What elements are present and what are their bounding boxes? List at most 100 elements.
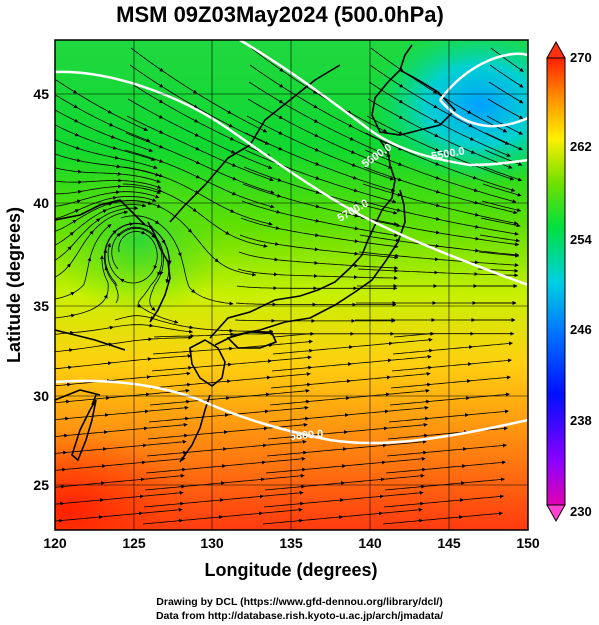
streamline <box>368 81 404 104</box>
streamline <box>478 203 518 215</box>
streamline <box>192 346 234 352</box>
streamline <box>439 178 479 193</box>
streamline <box>76 202 113 221</box>
streamline <box>386 439 427 446</box>
streamline <box>358 228 399 238</box>
streamline <box>485 132 523 151</box>
streamline <box>151 335 193 340</box>
streamline <box>317 262 359 268</box>
streamline <box>235 302 277 307</box>
streamline <box>89 224 112 258</box>
colorbar-tick-label: 246 <box>570 322 592 337</box>
streamline <box>121 173 161 184</box>
streamline <box>480 217 521 228</box>
china-coast <box>55 199 146 401</box>
streamline <box>236 179 275 194</box>
streamline <box>146 450 188 457</box>
streamline <box>72 342 113 351</box>
streamline <box>227 426 268 433</box>
streamline <box>385 467 427 474</box>
streamline <box>78 135 118 150</box>
streamline <box>282 86 318 109</box>
streamline <box>79 148 119 160</box>
streamline <box>191 232 219 263</box>
streamline <box>113 125 151 142</box>
streamline <box>55 246 72 261</box>
streamline <box>402 133 440 152</box>
streamline <box>186 447 228 453</box>
streamline <box>382 518 424 525</box>
streamline <box>153 333 195 338</box>
streamline <box>126 115 164 134</box>
streamline <box>128 81 164 104</box>
streamline <box>268 416 310 423</box>
streamline <box>148 416 190 423</box>
streamline <box>426 447 468 453</box>
streamline <box>248 81 284 104</box>
streamline <box>162 117 200 137</box>
streamline <box>55 382 72 387</box>
streamline <box>80 190 121 201</box>
streamline <box>239 234 280 246</box>
x-tick-label: 150 <box>516 535 540 551</box>
streamline <box>162 102 199 123</box>
streamline <box>391 365 433 372</box>
streamline <box>398 255 439 262</box>
streamline <box>74 257 92 293</box>
streamline <box>110 375 151 381</box>
streamline <box>162 161 201 179</box>
streamline <box>465 460 506 467</box>
colorbar-min-triangle <box>546 504 566 523</box>
streamline <box>383 490 424 497</box>
streamline <box>388 416 430 423</box>
streamline <box>366 115 403 135</box>
streamline <box>266 439 307 446</box>
streamline <box>150 371 191 378</box>
streamline <box>182 515 224 521</box>
streamline <box>137 275 159 308</box>
streamline <box>103 494 144 501</box>
streamline <box>351 113 388 133</box>
streamline <box>122 183 163 193</box>
streamline <box>319 206 359 218</box>
streamline <box>108 409 149 416</box>
streamline <box>471 358 512 365</box>
streamline <box>280 212 320 223</box>
streamline <box>124 149 164 163</box>
streamline <box>432 345 474 351</box>
streamline <box>364 149 403 166</box>
streamline <box>222 511 263 518</box>
streamline <box>119 191 160 199</box>
contour-5700 <box>55 70 528 287</box>
streamline <box>262 518 304 525</box>
streamline <box>155 236 164 276</box>
streamline <box>400 210 441 221</box>
streamline <box>193 327 234 333</box>
streamline <box>269 388 310 395</box>
streamline <box>93 210 129 232</box>
taiwan-coast <box>71 399 97 462</box>
streamline <box>55 291 75 300</box>
streamline <box>114 315 155 321</box>
streamline <box>319 221 359 231</box>
streamline <box>270 372 311 378</box>
streamline <box>116 222 154 231</box>
streamline <box>55 433 69 438</box>
streamline <box>145 456 186 463</box>
streamline <box>55 109 79 123</box>
contour-5600 <box>239 40 528 167</box>
plot-frame <box>54 39 529 531</box>
streamline <box>344 477 385 484</box>
streamline <box>146 439 187 446</box>
streamline <box>388 405 429 412</box>
streamline <box>116 148 156 162</box>
streamline <box>240 217 280 230</box>
streamline <box>401 164 440 180</box>
streamline <box>236 285 278 291</box>
streamline <box>402 118 439 138</box>
streamline <box>386 450 428 457</box>
streamline <box>385 456 426 463</box>
streamline <box>422 515 464 521</box>
honshu-coast <box>209 139 396 339</box>
streamline <box>267 433 309 440</box>
